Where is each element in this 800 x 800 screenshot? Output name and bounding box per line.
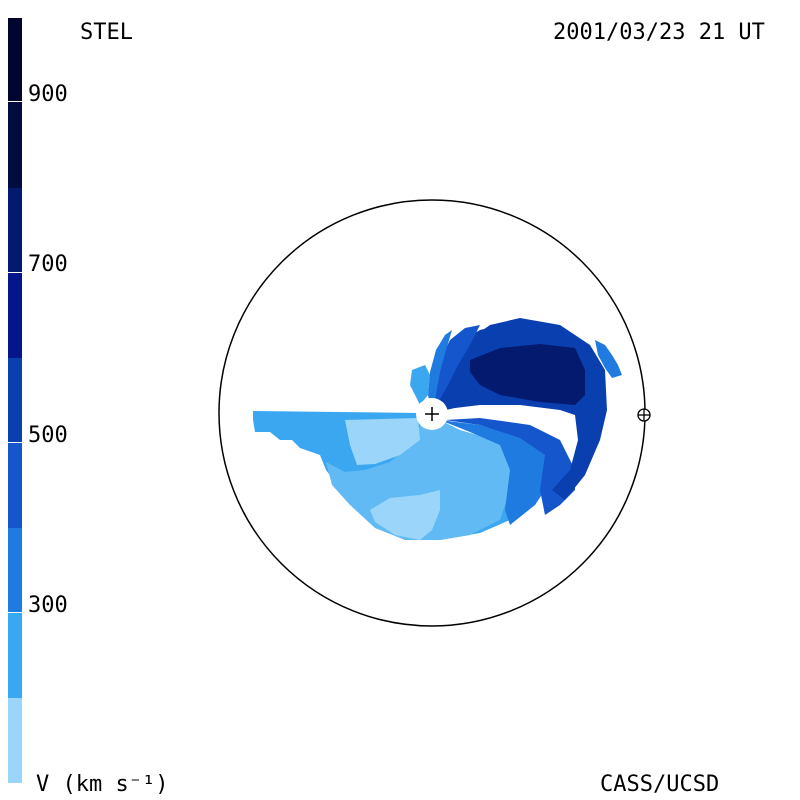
colorbar-bands — [8, 18, 22, 783]
velocity-region-north — [432, 325, 480, 413]
earth-icon — [637, 408, 651, 422]
colorbar-band — [8, 528, 22, 613]
colorbar-tick-label: 500 — [28, 423, 68, 448]
credit-label: CASS/UCSD — [600, 772, 720, 797]
colorbar-band — [8, 443, 22, 528]
colorbar-band — [8, 613, 22, 698]
colorbar-tick — [8, 612, 22, 613]
velocity-region-blue — [440, 420, 545, 525]
colorbar-band — [8, 18, 22, 103]
velocity-region-north-edge — [428, 330, 452, 413]
velocity-region-medium — [326, 415, 510, 540]
colorbar-tick-label: 300 — [28, 593, 68, 618]
source-label: STEL — [80, 20, 133, 45]
quantity-label: V (km s⁻¹) — [36, 772, 169, 797]
velocity-region-core — [470, 344, 585, 405]
velocity-region-north-rim — [410, 365, 430, 405]
colorbar-tick — [8, 442, 22, 443]
colorbar-tick-label: 700 — [28, 252, 68, 277]
colorbar-tick-label: 900 — [28, 82, 68, 107]
velocity-region-pale — [345, 418, 420, 465]
velocity-region-rim — [595, 340, 622, 378]
colorbar-band — [8, 188, 22, 273]
velocity-region-dense — [432, 325, 505, 413]
colorbar-band — [8, 358, 22, 443]
velocity-region-darkblue — [445, 418, 575, 515]
colorbar-band — [8, 103, 22, 188]
colorbar-band — [8, 273, 22, 358]
colorbar-band — [8, 698, 22, 783]
colorbar-tick — [8, 101, 22, 102]
datetime-label: 2001/03/23 21 UT — [553, 20, 765, 45]
colorbar-tick — [8, 272, 22, 273]
velocity-region-pale — [370, 490, 440, 540]
